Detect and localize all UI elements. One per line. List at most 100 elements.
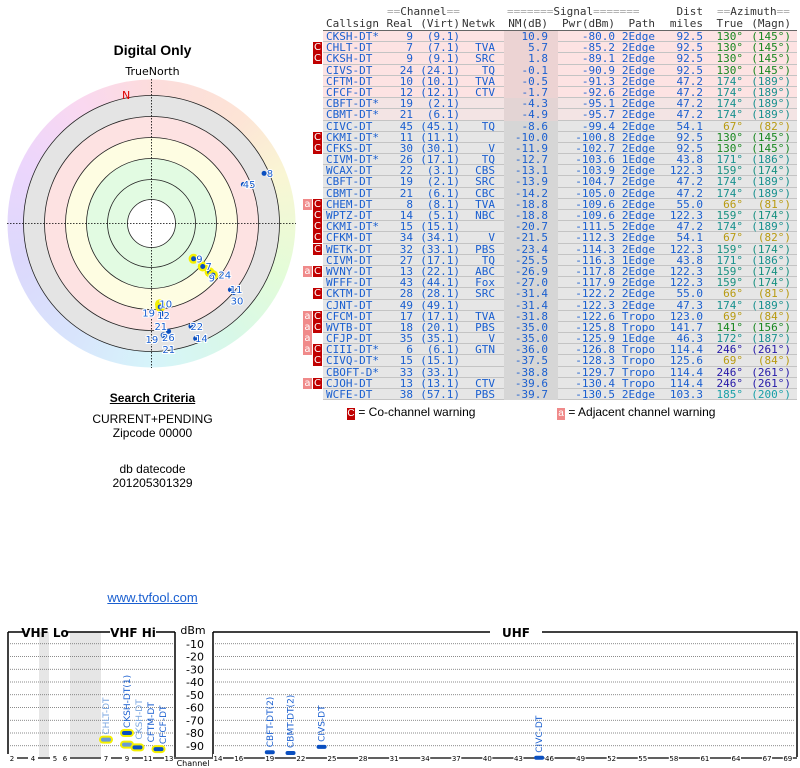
table-row[interactable]: CIVC-DT 45 (45.1) TQ -8.6 -99.4 2Edge 54.1 67° (8… (300, 119, 800, 133)
col-magn[interactable]: (Magn) (751, 17, 791, 30)
table-row[interactable]: C WPTZ-DT 14 (5.1) NBC -18.8 -109.6 2Edge 122.3 1… (300, 209, 800, 222)
tvfool-link[interactable]: www.tvfool.com (107, 590, 198, 605)
table-row[interactable]: WCAX-DT 22 (3.1) CBS -13.1 -103.9 2Edge 122.3 15… (300, 164, 800, 178)
table-row[interactable]: C WETK-DT 32 (33.1) PBS -23.4 -114.3 2Edge 122.3… (300, 242, 800, 256)
table-row[interactable]: C CKMI-DT* 15 (15.1) -20.7 -111.5 2Edge 47.2 174… (300, 220, 800, 234)
station-mark[interactable] (193, 336, 199, 342)
station-bar[interactable] (285, 751, 296, 756)
col-callsign[interactable]: Callsign (326, 17, 379, 30)
callsign[interactable]: CBMT-DT (326, 186, 373, 200)
table-row[interactable]: a CFJP-DT 35 (35.1) V -35.0 -125.9 1Edge 46.3 172… (300, 332, 800, 346)
table-row[interactable]: C CKSH-DT 9 (9.1) SRC 1.8 -89.1 2Edge 92.5 130° (1… (300, 52, 800, 66)
callsign[interactable]: CHEM-DT (326, 197, 373, 211)
table-row[interactable]: CJNT-DT 49 (49.1) -31.4 -122.3 2Edge 47.3 174° (… (300, 298, 800, 312)
table-row[interactable]: C CHLT-DT 7 (7.1) TVA 5.7 -85.2 2Edge 92.5 130° (1… (300, 41, 800, 55)
station-bar[interactable] (316, 744, 327, 749)
callsign[interactable]: CFKM-DT (326, 231, 373, 245)
station-mark[interactable] (240, 182, 246, 188)
station-mark[interactable] (200, 263, 206, 269)
callsign[interactable]: CBFT-DT* (326, 97, 379, 111)
col-netwk[interactable]: Netwk (462, 17, 496, 30)
callsign[interactable]: WCFE-DT (326, 388, 373, 401)
table-row[interactable]: CBMT-DT* 21 (6.1) -4.9 -95.7 2Edge 47.2 174° (18… (300, 108, 800, 122)
table-row[interactable]: CIVS-DT 24 (24.1) TQ -0.1 -90.9 2Edge 92.5 130° (… (300, 63, 800, 77)
station-mark[interactable] (188, 323, 194, 329)
callsign[interactable]: WVTB-DT (326, 320, 373, 334)
callsign[interactable]: WCAX-DT (326, 164, 373, 178)
station-bar[interactable] (122, 731, 132, 735)
callsign[interactable]: CHLT-DT (326, 41, 373, 55)
table-row[interactable]: CBMT-DT 21 (6.1) CBC -14.2 -105.0 2Edge 47.2 174… (300, 186, 800, 200)
col-virt[interactable]: (Virt) (420, 17, 460, 30)
callsign[interactable]: CIVC-DT (326, 119, 373, 133)
station-bar[interactable] (264, 750, 275, 755)
callsign[interactable]: CBMT-DT* (326, 108, 379, 122)
callsign[interactable]: WETK-DT (326, 242, 373, 256)
station-mark[interactable] (210, 272, 216, 278)
table-row[interactable]: CKSH-DT* 9 (9.1) 10.9 -80.0 2Edge 92.5 130° (145… (300, 30, 800, 43)
table-row[interactable]: CIVM-DT 27 (17.1) TQ -25.5 -116.3 1Edge 43.8 171… (300, 253, 800, 267)
callsign[interactable]: CIVM-DT* (326, 153, 379, 167)
table-row[interactable]: CFTM-DT 10 (10.1) TVA -0.5 -91.3 2Edge 47.2 174°… (300, 74, 800, 88)
station-mark[interactable] (227, 287, 233, 293)
callsign[interactable]: WFFF-DT (326, 276, 373, 290)
station-bar[interactable] (534, 755, 545, 760)
callsign[interactable]: WPTZ-DT (326, 209, 373, 222)
table-row[interactable]: C CFKM-DT 34 (34.1) V -21.5 -112.3 2Edge 54.1 67°… (300, 231, 800, 245)
real-channel: 11 (399, 130, 413, 144)
table-row[interactable]: C CKMI-DT* 11 (11.1) -10.0 -100.8 2Edge 92.5 130… (300, 130, 800, 144)
col-path[interactable]: Path (628, 17, 656, 30)
callsign[interactable]: CIVS-DT (326, 63, 373, 77)
callsign[interactable]: CIVQ-DT* (326, 354, 379, 368)
table-row[interactable]: CBOFT-D* 33 (33.1) -38.8 -129.7 Tropo 114.4 246… (300, 365, 800, 379)
callsign[interactable]: CBFT-DT (326, 175, 373, 189)
col-pwr[interactable]: Pwr(dBm) (562, 17, 615, 30)
callsign[interactable]: CBOFT-D* (326, 365, 379, 379)
station-mark[interactable] (166, 328, 172, 334)
table-row[interactable]: CBFT-DT* 19 (2.1) -4.3 -95.1 2Edge 47.2 174° (18… (300, 97, 800, 111)
col-miles[interactable]: miles (669, 17, 703, 30)
callsign[interactable]: CKMI-DT* (326, 220, 379, 234)
callsign[interactable]: CFCF-DT (326, 85, 373, 99)
callsign[interactable]: CKMI-DT* (326, 130, 379, 144)
station-mark[interactable] (158, 311, 164, 317)
station-bar[interactable] (132, 745, 143, 750)
callsign[interactable]: CKSH-DT* (326, 30, 379, 43)
col-real[interactable]: Real (386, 17, 414, 30)
station-mark[interactable] (157, 304, 163, 310)
callsign[interactable]: CFKS-DT (326, 141, 373, 155)
station-mark[interactable] (160, 333, 166, 339)
station-bar[interactable] (101, 737, 111, 742)
callsign[interactable]: CKTM-DT (326, 287, 373, 301)
station-bar[interactable] (122, 742, 132, 747)
callsign[interactable]: WVNY-DT (326, 264, 373, 278)
table-row[interactable]: CIVM-DT* 26 (17.1) TQ -12.7 -103.6 1Edge 43.8 17… (300, 153, 800, 167)
table-row[interactable]: WCFE-DT 38 (57.1) PBS -39.7 -130.5 2Edge 103.3 1… (300, 388, 800, 401)
callsign[interactable]: CIVM-DT (326, 253, 373, 267)
table-row[interactable]: CFCF-DT 12 (12.1) CTV -1.7 -92.6 2Edge 47.2 174°… (300, 85, 800, 99)
station-mark[interactable] (191, 256, 197, 262)
station-mark[interactable] (261, 170, 267, 176)
table-row[interactable]: C CKTM-DT 28 (28.1) SRC -31.4 -122.2 2Edge 55.0 6… (300, 287, 800, 301)
callsign[interactable]: CKSH-DT (326, 52, 373, 66)
table-row[interactable]: C CFKS-DT 30 (30.1) V -11.9 -102.7 2Edge 92.5 130… (300, 141, 800, 155)
callsign[interactable]: CFCM-DT (326, 309, 373, 323)
callsign[interactable]: CFTM-DT (326, 74, 373, 88)
col-nm[interactable]: NM(dB) (508, 17, 548, 30)
callsign[interactable]: CIII-DT* (326, 343, 379, 357)
table-row[interactable]: CBFT-DT 19 (2.1) SRC -13.9 -104.7 2Edge 47.2 174… (300, 175, 800, 189)
callsign[interactable]: CJOH-DT (326, 376, 373, 390)
callsign[interactable]: CFJP-DT (326, 332, 373, 346)
callsign[interactable]: CJNT-DT (326, 298, 373, 312)
station-mark[interactable] (231, 290, 237, 296)
table-row[interactable]: WFFF-DT 43 (44.1) Fox -27.0 -117.9 2Edge 122.3 1… (300, 276, 800, 290)
table-row[interactable]: C CIVQ-DT* 15 (15.1) -37.5 -128.3 Tropo 125.6 69… (300, 354, 800, 368)
col-true[interactable]: True (716, 17, 744, 30)
station-bar[interactable] (153, 747, 164, 752)
